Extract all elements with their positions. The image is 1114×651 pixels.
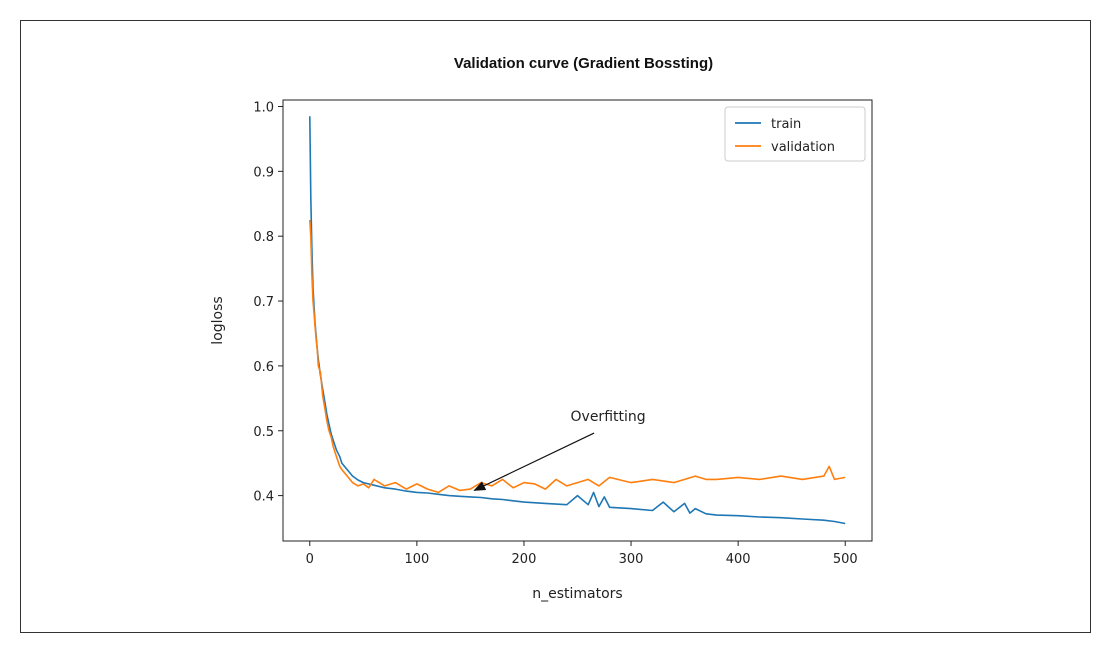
x-axis-label: n_estimators — [532, 586, 622, 602]
x-tick-label: 500 — [833, 552, 858, 567]
y-tick-label: 0.8 — [253, 230, 274, 245]
axes-layer: 0 100 200 300 400 500 0.4 0.5 0.6 0.7 0.8 0.9 1.0 — [253, 99, 873, 567]
y-tick-label: 0.7 — [253, 295, 274, 310]
y-tick-label: 0.5 — [253, 425, 274, 440]
y-tick-label: 0.9 — [253, 165, 274, 180]
series-layer — [309, 116, 846, 525]
legend: train validation — [724, 106, 866, 162]
annotation-arrow — [473, 432, 595, 491]
annotation-text: Overfitting — [571, 409, 646, 425]
x-tick-label: 400 — [726, 552, 751, 567]
y-axis-label: logloss — [210, 296, 226, 344]
axes-spines — [282, 99, 873, 542]
x-tick-label: 100 — [404, 552, 429, 567]
x-tick-label: 0 — [306, 552, 314, 567]
series-line-validation — [309, 219, 846, 494]
plot-area — [283, 100, 872, 541]
y-tick-label: 1.0 — [253, 100, 274, 115]
x-tick-label: 200 — [512, 552, 537, 567]
legend-box — [724, 106, 866, 162]
legend-label-validation: validation — [771, 140, 835, 155]
x-tick-label: 300 — [619, 552, 644, 567]
legend-label-train: train — [771, 117, 801, 132]
chart-title: Validation curve (Gradient Bossting) — [453, 55, 714, 72]
y-tick-label: 0.6 — [253, 360, 274, 375]
y-tick-label: 0.4 — [253, 490, 274, 505]
annotation: Overfitting — [473, 409, 646, 491]
plot-background — [283, 100, 872, 541]
